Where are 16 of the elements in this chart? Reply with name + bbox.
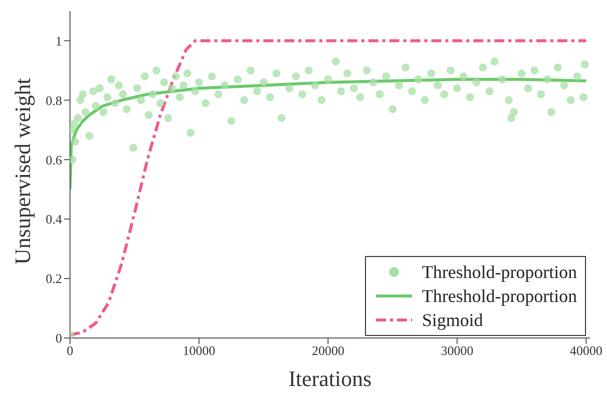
y-tick-label: 0.8 bbox=[46, 92, 62, 108]
legend-label: Threshold-proportion bbox=[422, 285, 577, 308]
x-tick-label: 10000 bbox=[182, 343, 216, 358]
legend-label: Threshold-proportion bbox=[422, 261, 577, 284]
y-tick-label: 0.6 bbox=[46, 152, 62, 168]
y-axis-title: Unsupervised weight bbox=[10, 78, 35, 264]
y-tick-label: 0 bbox=[56, 330, 62, 346]
y-tick-label: 0.4 bbox=[46, 212, 62, 227]
legend-label: Sigmoid bbox=[422, 309, 484, 332]
y-tick-label: 1 bbox=[56, 33, 62, 48]
x-axis-title: Iterations bbox=[288, 366, 372, 391]
x-tick-label: 0 bbox=[66, 343, 74, 358]
x-tick-label: 30000 bbox=[440, 343, 474, 358]
x-tick-label: 40000 bbox=[570, 343, 602, 358]
x-tick-label: 20000 bbox=[312, 343, 344, 358]
y-tick-label: 0.2 bbox=[46, 271, 62, 286]
